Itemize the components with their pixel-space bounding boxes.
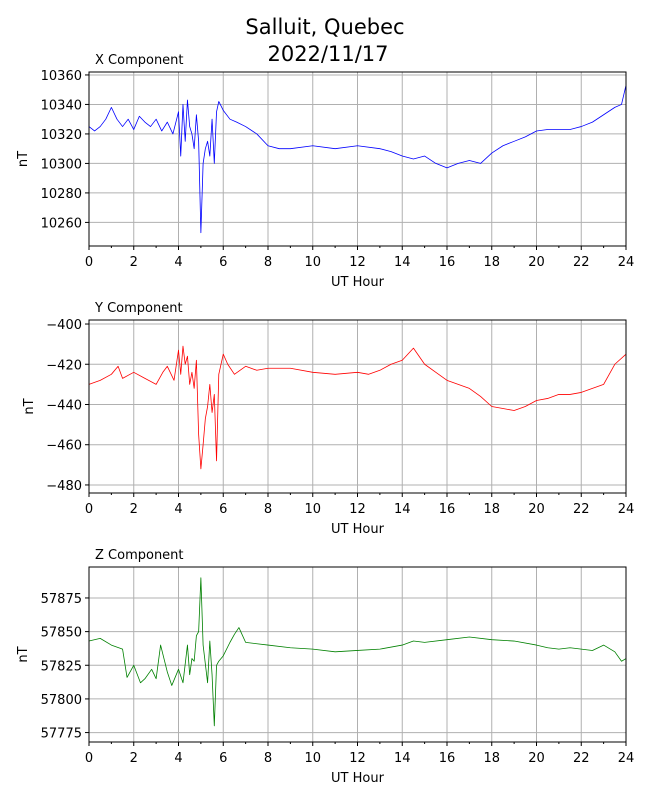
panel-3-ytick-label: 57850 <box>41 626 82 641</box>
panel-3-xtick-label: 18 <box>483 751 500 766</box>
panel-1-title: X Component <box>95 53 184 68</box>
panel-2-xtick-label: 6 <box>219 502 227 517</box>
panel-2-xtick-label: 22 <box>573 502 590 517</box>
panel-1-xlabel: UT Hour <box>331 275 385 290</box>
panel-3-xtick-label: 6 <box>219 751 227 766</box>
panel-1-xtick-label: 22 <box>573 255 590 270</box>
panel-1-xtick-label: 4 <box>174 255 182 270</box>
panel-1-series-line <box>88 85 627 234</box>
panel-1-xtick-label: 0 <box>85 255 93 270</box>
panel-1-ytick-label: 10340 <box>41 98 82 113</box>
panel-2-ytick-label: −440 <box>46 398 82 413</box>
panel-3: 0 2 4 6 8 10 12 14 16 18 20 22 245777557800578255785… <box>16 548 634 786</box>
panel-3-xtick-label: 22 <box>573 751 590 766</box>
panel-3-xtick-label: 2 <box>130 751 138 766</box>
panel-1-xtick-label: 6 <box>219 255 227 270</box>
panel-2-xtick-label: 14 <box>394 502 411 517</box>
panel-2-xtick-label: 24 <box>618 502 635 517</box>
panel-1-xtick-label: 2 <box>130 255 138 270</box>
panel-1-xtick-label: 10 <box>304 255 321 270</box>
panel-3-xtick-label: 12 <box>349 751 366 766</box>
panel-3-xtick-label: 4 <box>174 751 182 766</box>
panel-3-ytick-label: 57775 <box>41 727 82 742</box>
panel-1-xtick-label: 12 <box>349 255 366 270</box>
panels: 0 2 4 6 8 10 12 14 16 18 20 22 241026010280103001032… <box>16 53 634 786</box>
panel-1-ytick-label: 10300 <box>41 157 82 172</box>
panel-3-xtick-label: 24 <box>618 751 635 766</box>
figure-title-line1: Salluit, Quebec <box>245 15 404 39</box>
panel-2-xtick-label: 20 <box>528 502 545 517</box>
panel-2-xlabel: UT Hour <box>331 522 385 537</box>
panel-1-ytick-label: 10280 <box>41 187 82 202</box>
panel-2-ytick-label: −480 <box>46 479 82 494</box>
panel-2-ytick-label: −420 <box>46 358 82 373</box>
panel-2-ytick-label: −400 <box>46 318 82 333</box>
panel-3-ylabel: nT <box>16 646 31 662</box>
panel-2: 0 2 4 6 8 10 12 14 16 18 20 22 24−400−420−440−460−48… <box>22 301 634 537</box>
panel-2-ytick-label: −460 <box>46 439 82 454</box>
panel-2-xtick-label: 0 <box>85 502 93 517</box>
panel-3-xtick-label: 0 <box>85 751 93 766</box>
panel-2-ylabel: nT <box>22 398 37 414</box>
panel-1: 0 2 4 6 8 10 12 14 16 18 20 22 241026010280103001032… <box>16 53 634 290</box>
panel-1-xtick-label: 18 <box>483 255 500 270</box>
panel-1-xtick-label: 8 <box>264 255 272 270</box>
panel-3-title: Z Component <box>95 548 184 563</box>
panel-1-ylabel: nT <box>16 151 31 167</box>
panel-2-xtick-label: 12 <box>349 502 366 517</box>
panel-1-xtick-label: 24 <box>618 255 635 270</box>
panel-2-series-line <box>88 345 627 470</box>
panel-2-xtick-label: 10 <box>304 502 321 517</box>
panel-1-ytick-label: 10320 <box>41 128 82 143</box>
figure-title-line2: 2022/11/17 <box>267 42 388 66</box>
panel-3-series-line <box>88 577 627 727</box>
panel-2-xtick-label: 8 <box>264 502 272 517</box>
panel-1-ytick-label: 10360 <box>41 69 82 84</box>
panel-1-xtick-label: 14 <box>394 255 411 270</box>
panel-2-title: Y Component <box>94 301 183 316</box>
panel-3-xtick-label: 20 <box>528 751 545 766</box>
panel-3-xtick-label: 10 <box>304 751 321 766</box>
panel-1-ytick-label: 10260 <box>41 216 82 231</box>
panel-3-xtick-label: 16 <box>439 751 456 766</box>
panel-3-ytick-label: 57875 <box>41 592 82 607</box>
panel-1-xtick-label: 20 <box>528 255 545 270</box>
panel-2-xtick-label: 4 <box>174 502 182 517</box>
panel-1-xtick-label: 16 <box>439 255 456 270</box>
panel-3-ytick-label: 57800 <box>41 693 82 708</box>
panel-3-xlabel: UT Hour <box>331 771 385 786</box>
panel-3-xtick-label: 14 <box>394 751 411 766</box>
panel-3-ytick-label: 57825 <box>41 659 82 674</box>
panel-2-xtick-label: 2 <box>130 502 138 517</box>
panel-2-xtick-label: 18 <box>483 502 500 517</box>
panel-3-xtick-label: 8 <box>264 751 272 766</box>
panel-2-xtick-label: 16 <box>439 502 456 517</box>
